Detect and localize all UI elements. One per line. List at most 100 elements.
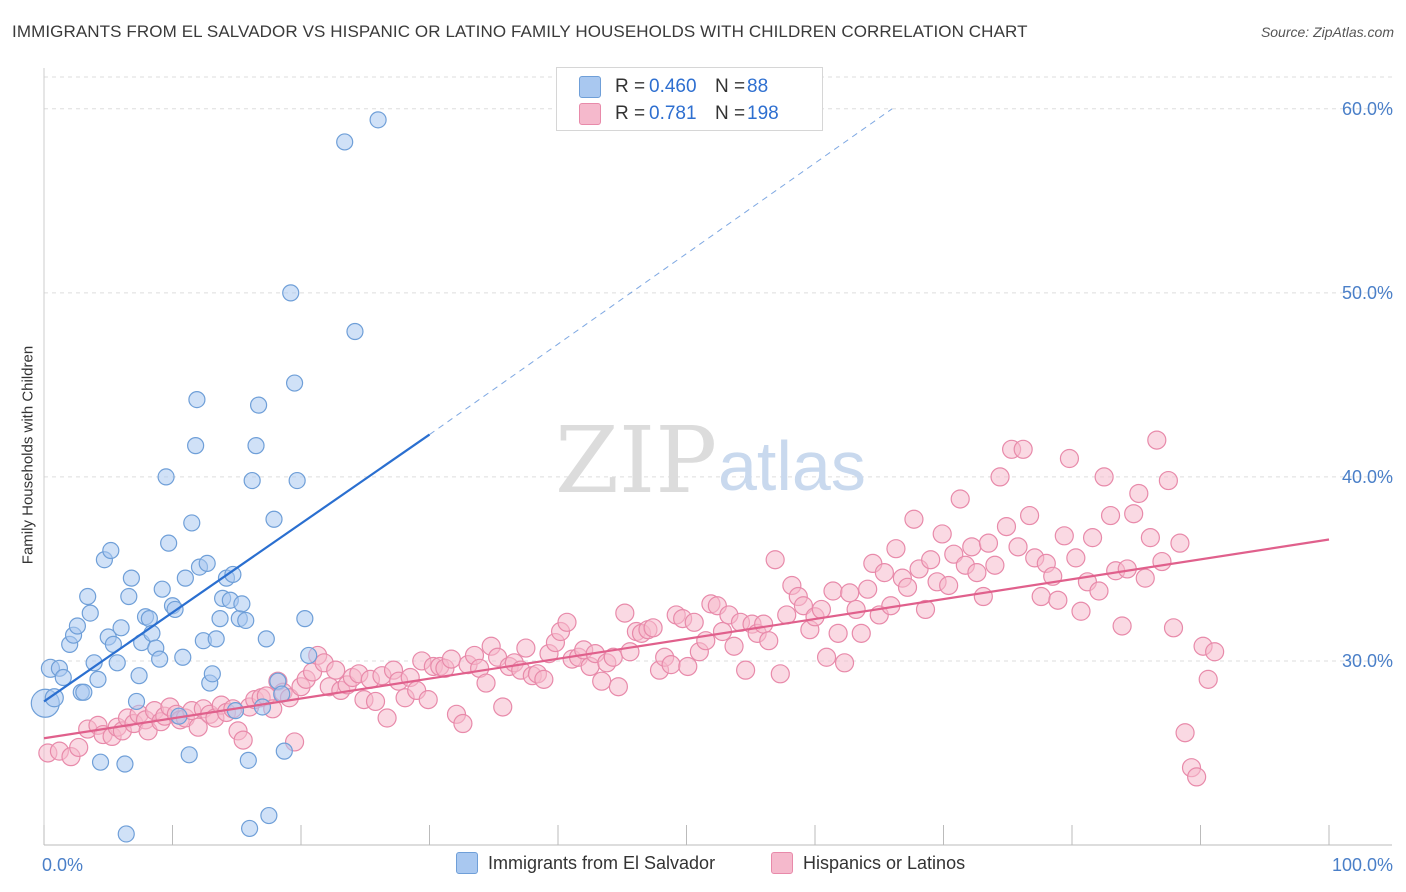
el-salvador-points	[30, 111, 387, 843]
point-hispanics	[1129, 483, 1149, 504]
legend-label-el-salvador: Immigrants from El Salvador	[488, 852, 716, 873]
point-hispanics	[326, 660, 346, 680]
point-el-salvador	[183, 514, 201, 532]
r-label: R =	[615, 103, 646, 124]
n-label: N =	[715, 76, 746, 97]
r-value: 0.781	[649, 103, 697, 124]
point-hispanics	[1089, 581, 1109, 601]
point-el-salvador	[243, 471, 261, 490]
n-label: N =	[715, 103, 746, 124]
swatch-el-salvador	[579, 76, 601, 98]
point-hispanics	[69, 737, 89, 758]
point-el-salvador	[224, 565, 242, 584]
point-el-salvador	[187, 437, 205, 455]
point-hispanics	[886, 539, 906, 559]
point-hispanics	[996, 516, 1017, 537]
point-hispanics	[1013, 439, 1033, 459]
point-el-salvador	[176, 569, 194, 587]
point-hispanics	[904, 509, 924, 529]
legend-swatch-hispanics	[771, 852, 793, 874]
trend-line-el-salvador	[43, 433, 431, 703]
point-hispanics	[1187, 767, 1207, 787]
point-hispanics	[921, 550, 941, 570]
point-el-salvador	[153, 580, 171, 598]
point-hispanics	[1163, 618, 1184, 638]
point-hispanics	[985, 555, 1005, 575]
point-hispanics	[858, 579, 878, 599]
point-hispanics	[816, 647, 837, 667]
point-hispanics	[811, 599, 832, 620]
point-el-salvador	[116, 755, 134, 773]
point-hispanics	[793, 596, 814, 616]
point-hispanics	[950, 489, 970, 509]
point-el-salvador	[122, 569, 140, 587]
point-hispanics	[736, 660, 756, 680]
point-hispanics	[678, 656, 698, 677]
point-el-salvador	[237, 611, 255, 630]
point-el-salvador	[157, 468, 175, 486]
point-el-salvador	[275, 742, 293, 760]
point-el-salvador	[188, 391, 206, 409]
point-hispanics	[823, 581, 843, 601]
point-el-salvador	[233, 595, 251, 613]
point-hispanics	[874, 563, 894, 583]
point-el-salvador	[282, 284, 300, 302]
point-hispanics	[592, 671, 612, 691]
point-hispanics	[1071, 601, 1091, 621]
point-el-salvador	[369, 111, 387, 129]
point-hispanics	[759, 631, 779, 651]
point-hispanics	[620, 642, 640, 662]
point-hispanics	[615, 603, 635, 623]
n-value: 198	[747, 103, 779, 124]
point-hispanics	[1019, 505, 1040, 526]
point-el-salvador	[54, 668, 72, 687]
grid-lines	[44, 76, 1392, 662]
point-hispanics	[1082, 528, 1103, 548]
point-hispanics	[1008, 537, 1028, 557]
legend-item-el-salvador[interactable]: Immigrants from El Salvador	[456, 852, 715, 874]
point-hispanics	[897, 577, 918, 597]
legend-item-hispanics[interactable]: Hispanics or Latinos	[771, 852, 965, 874]
point-el-salvador	[151, 650, 169, 668]
stats-legend: R = 0.460 N = 88 R = 0.781 N = 198	[556, 67, 823, 131]
point-hispanics	[1094, 467, 1114, 487]
point-hispanics	[1112, 616, 1132, 636]
point-el-salvador	[346, 322, 364, 341]
point-hispanics	[753, 614, 774, 634]
point-el-salvador	[174, 648, 192, 666]
point-el-salvador	[226, 702, 245, 720]
point-el-salvador	[285, 374, 304, 392]
trend-line-hispanics	[43, 538, 1330, 740]
point-hispanics	[840, 583, 860, 603]
point-el-salvador	[249, 396, 268, 414]
point-hispanics	[770, 664, 790, 684]
point-hispanics	[557, 612, 577, 632]
point-el-salvador	[247, 437, 265, 455]
point-hispanics	[944, 544, 964, 564]
r-value: 0.460	[649, 76, 697, 97]
y-tick-label: 30.0%	[1342, 651, 1393, 671]
point-hispanics	[777, 605, 797, 625]
point-el-salvador	[127, 692, 146, 711]
point-hispanics	[990, 467, 1010, 487]
point-hispanics	[188, 717, 208, 737]
point-hispanics	[377, 708, 397, 728]
point-el-salvador	[253, 698, 272, 716]
point-el-salvador	[112, 619, 130, 637]
point-hispanics	[1175, 723, 1195, 743]
point-hispanics	[1066, 548, 1086, 568]
point-el-salvador	[257, 630, 275, 648]
point-el-salvador	[85, 654, 103, 672]
point-el-salvador	[211, 610, 229, 628]
point-hispanics	[1048, 590, 1068, 610]
point-el-salvador	[44, 688, 64, 708]
point-hispanics	[1054, 526, 1074, 546]
point-hispanics	[1205, 642, 1225, 662]
point-hispanics	[1135, 568, 1155, 588]
r-label: R =	[615, 76, 646, 97]
stats-row-hispanics: R = 0.781 N = 198	[579, 101, 779, 127]
point-hispanics	[978, 533, 999, 553]
point-hispanics	[453, 713, 473, 734]
point-el-salvador	[91, 753, 110, 771]
point-hispanics	[1140, 528, 1160, 548]
